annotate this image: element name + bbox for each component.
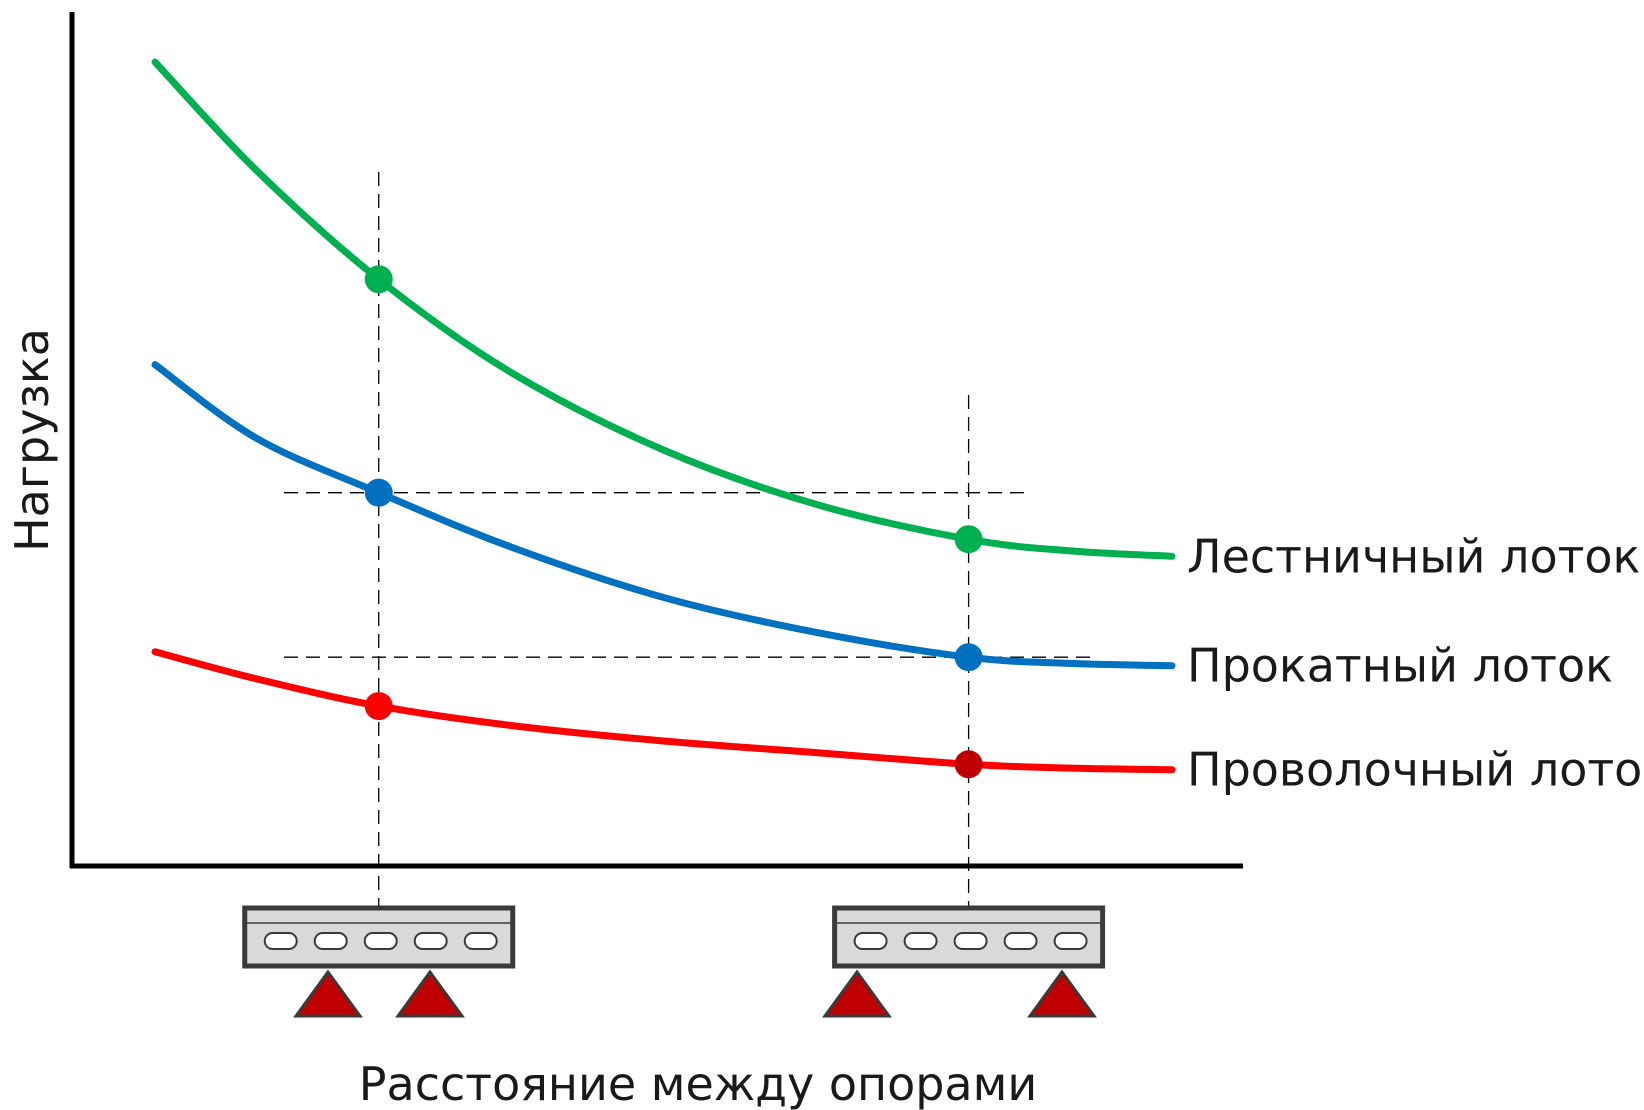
series-labels: Лестничный лоток Прокатный лоток Проволочн…	[1187, 529, 1644, 796]
tray-slot	[1053, 932, 1088, 950]
series-label: Прокатный лоток	[1187, 639, 1613, 693]
cable-tray-illustration	[822, 905, 1106, 1018]
support-triangle	[293, 969, 363, 1018]
series-label: Лестничный лоток	[1187, 529, 1640, 583]
tray-slot	[903, 932, 938, 950]
data-point	[954, 750, 983, 779]
support-triangle	[395, 969, 465, 1018]
data-point	[364, 478, 393, 507]
support-illustrations	[242, 905, 1106, 1018]
tray-slot	[413, 932, 448, 950]
tray-slot	[313, 932, 348, 950]
series-line	[151, 361, 1176, 670]
data-point	[954, 643, 983, 672]
data-point	[954, 525, 983, 554]
tray-slot	[263, 932, 298, 950]
series-label: Проволочный лоток	[1187, 743, 1644, 797]
support-triangle	[1027, 969, 1097, 1018]
y-axis-label: Нагрузка	[5, 328, 59, 552]
data-point	[364, 265, 393, 294]
tray-slot	[853, 932, 888, 950]
x-axis-label: Расстояние между опорами	[359, 1057, 1037, 1110]
tray-slot	[363, 932, 398, 950]
series-markers	[364, 265, 983, 779]
cable-tray-illustration	[242, 905, 516, 1018]
support-triangle	[822, 969, 892, 1018]
tray-slot	[953, 932, 988, 950]
series-line	[151, 58, 1176, 560]
data-point	[364, 692, 393, 721]
series-curves	[151, 58, 1176, 774]
tray-slot	[463, 932, 498, 950]
axes	[69, 12, 1243, 869]
series-line	[151, 648, 1176, 774]
tray-slot	[1003, 932, 1038, 950]
